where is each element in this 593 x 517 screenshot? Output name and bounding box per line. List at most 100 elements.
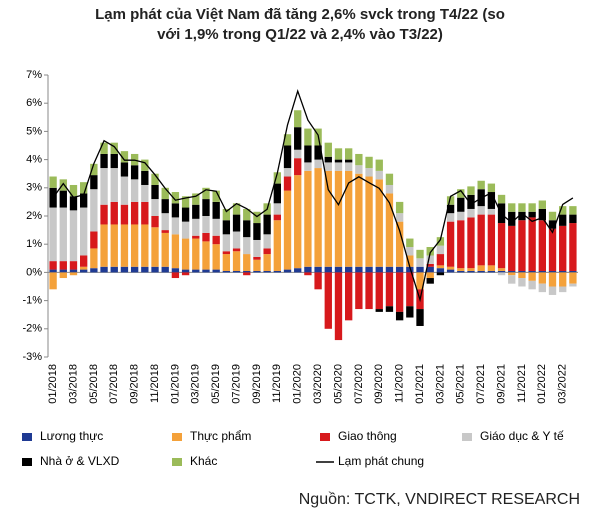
bar xyxy=(487,270,496,273)
bar xyxy=(110,201,118,225)
bar xyxy=(559,206,567,215)
bar xyxy=(508,272,516,276)
bar xyxy=(436,268,445,273)
chart-title: với 1,9% trong Q1/22 và 2,4% vào T3/22) xyxy=(157,26,443,43)
bar xyxy=(202,269,210,273)
legend-swatch xyxy=(22,433,32,441)
bar xyxy=(345,272,353,321)
bar xyxy=(314,168,322,267)
bar xyxy=(273,270,281,273)
bar xyxy=(283,269,292,273)
bar xyxy=(243,254,251,271)
bar xyxy=(538,220,546,271)
bar xyxy=(518,270,526,273)
bar xyxy=(467,186,475,195)
bar xyxy=(426,255,434,264)
bar xyxy=(528,270,536,273)
bar xyxy=(559,286,567,293)
bar xyxy=(232,214,241,232)
bar xyxy=(345,159,353,163)
bar xyxy=(222,251,231,255)
bar xyxy=(161,187,169,200)
bar xyxy=(49,207,57,262)
bar xyxy=(171,272,180,279)
bar xyxy=(355,272,363,310)
bar xyxy=(436,245,445,255)
bar xyxy=(161,232,169,267)
bar xyxy=(202,232,210,242)
bar xyxy=(90,163,98,176)
bar xyxy=(365,266,373,273)
bar xyxy=(548,211,557,221)
y-tick-label: 6% xyxy=(26,97,42,109)
bar xyxy=(355,266,363,273)
bar xyxy=(467,270,475,273)
bar xyxy=(212,190,220,202)
bar xyxy=(416,272,424,290)
bar xyxy=(457,197,465,212)
bar xyxy=(497,268,506,271)
bar xyxy=(80,269,88,273)
bar xyxy=(416,266,424,273)
bar xyxy=(457,270,465,273)
bar xyxy=(395,272,404,312)
bar xyxy=(120,162,129,177)
bar xyxy=(110,224,118,267)
bar xyxy=(345,266,353,273)
x-tick-label: 09/2021 xyxy=(495,364,507,404)
bar xyxy=(538,270,546,273)
bar xyxy=(375,309,383,312)
bar xyxy=(355,173,363,267)
bar xyxy=(243,237,251,255)
bar xyxy=(426,266,434,273)
bar xyxy=(243,272,251,276)
bar xyxy=(508,275,516,284)
bar xyxy=(518,203,526,212)
bar xyxy=(375,272,383,310)
bar xyxy=(334,159,343,163)
bar xyxy=(426,272,434,279)
bar xyxy=(518,278,526,287)
x-tick-label: 07/2021 xyxy=(475,364,487,404)
bar xyxy=(294,127,302,150)
y-tick-label: 7% xyxy=(26,69,42,81)
bar xyxy=(528,272,536,281)
bar xyxy=(222,220,231,235)
bar xyxy=(59,190,67,208)
bar xyxy=(263,270,271,273)
bar xyxy=(334,170,343,267)
bar xyxy=(100,142,108,154)
bar xyxy=(365,156,373,169)
bar xyxy=(90,175,98,190)
bar xyxy=(171,203,180,218)
bar xyxy=(446,269,455,273)
bar xyxy=(273,220,281,271)
bar xyxy=(345,148,353,160)
bar xyxy=(538,200,546,209)
bar xyxy=(49,176,57,188)
bar xyxy=(202,216,210,233)
bar xyxy=(130,165,139,180)
bar xyxy=(90,189,98,232)
bar xyxy=(569,206,577,215)
bar xyxy=(324,156,332,163)
bar xyxy=(181,272,190,276)
bar xyxy=(243,270,251,273)
bar xyxy=(151,216,159,228)
bar xyxy=(487,214,496,266)
bar xyxy=(385,193,394,267)
x-tick-label: 07/2020 xyxy=(353,364,365,404)
bar xyxy=(120,266,129,273)
bar xyxy=(212,235,220,245)
bar xyxy=(120,224,129,267)
bar xyxy=(375,159,383,171)
bar xyxy=(294,268,302,273)
bar xyxy=(253,259,261,271)
bar xyxy=(120,176,129,205)
x-tick-label: 09/2020 xyxy=(373,364,385,404)
bar xyxy=(69,261,78,270)
bar xyxy=(334,148,343,160)
bar xyxy=(100,204,108,225)
bar xyxy=(528,203,536,212)
